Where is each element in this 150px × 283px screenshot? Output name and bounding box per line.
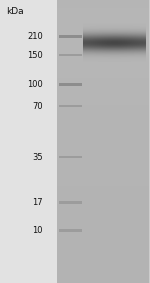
Bar xyxy=(58,35,82,38)
Text: 17: 17 xyxy=(32,198,43,207)
Text: 35: 35 xyxy=(32,153,43,162)
Bar xyxy=(58,229,82,232)
Bar xyxy=(58,83,82,86)
Bar xyxy=(0,0,57,283)
Bar xyxy=(58,105,82,107)
Text: kDa: kDa xyxy=(6,7,24,16)
Text: 10: 10 xyxy=(32,226,43,235)
Text: 150: 150 xyxy=(27,51,43,60)
Text: 100: 100 xyxy=(27,80,43,89)
Bar xyxy=(58,54,82,57)
Bar xyxy=(58,201,82,204)
Bar xyxy=(58,156,82,158)
Text: 210: 210 xyxy=(27,32,43,41)
Text: 70: 70 xyxy=(32,102,43,111)
Bar xyxy=(57,0,148,283)
